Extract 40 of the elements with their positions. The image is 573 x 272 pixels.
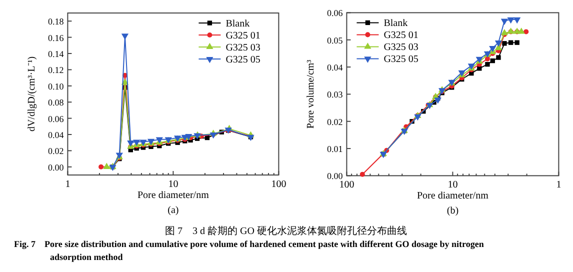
y-axis-title: dV/dlgD/(cm³·L⁻¹) — [26, 56, 38, 132]
y-tick-label: 0.00 — [326, 171, 344, 182]
x-tick-label: 1 — [556, 180, 562, 191]
y-tick-label: 0.18 — [48, 16, 64, 27]
legend-label: G325 05 — [384, 54, 418, 66]
y-tick-label: 0.16 — [48, 32, 64, 43]
y-tick-label: 0.14 — [48, 49, 64, 59]
legend-label: G325 03 — [226, 42, 260, 54]
legend-label: G325 03 — [384, 42, 418, 54]
y-tick-label: 0.02 — [48, 146, 64, 156]
x-tick-label: 100 — [339, 180, 354, 191]
legend-label: Blank — [226, 18, 250, 30]
y-tick-label: 0.03 — [326, 90, 344, 100]
y-tick-label: 0.04 — [326, 62, 344, 73]
x-axis-title: Pore diameter/nm — [417, 190, 489, 202]
y-tick-label: 0.12 — [48, 65, 64, 76]
text: (b) — [446, 206, 459, 217]
y-tick-label: 0.08 — [48, 98, 64, 108]
y-tick-label: 0.02 — [326, 116, 343, 127]
y-tick-label: 0.06 — [48, 114, 64, 124]
legend-label: G325 05 — [226, 54, 260, 66]
x-tick-label: 10 — [448, 180, 458, 191]
legend-label: G325 01 — [384, 30, 418, 42]
y-tick-label: 0.04 — [48, 130, 64, 140]
y-tick-label: 0.00 — [48, 162, 64, 172]
y-tick-label: 0.01 — [326, 144, 343, 154]
legend-label: G325 01 — [226, 30, 260, 42]
y-axis-title: Pore volume/cm³ — [306, 60, 317, 129]
x-tick-label: 1 — [65, 179, 70, 190]
x-tick-label: 100 — [271, 179, 286, 190]
y-tick-label: 0.10 — [48, 81, 64, 92]
y-tick-label: 0.05 — [326, 35, 344, 46]
text: adsorption method — [50, 252, 123, 262]
caption: Fig. 7 Pore size distribution and cumulative pore volume of hardened cement paste with different GO dosage by nitrogen — [14, 239, 484, 249]
legend-label: Blank — [384, 18, 408, 30]
y-tick-label: 0.06 — [326, 8, 344, 18]
x-axis-title: Pore diameter/nm — [138, 190, 210, 201]
caption: 图 7 3 d 龄期的 GO 硬化水泥浆体氮吸附孔径分布曲线 — [165, 225, 407, 237]
text: (a) — [168, 205, 179, 216]
x-tick-label: 10 — [168, 179, 178, 190]
